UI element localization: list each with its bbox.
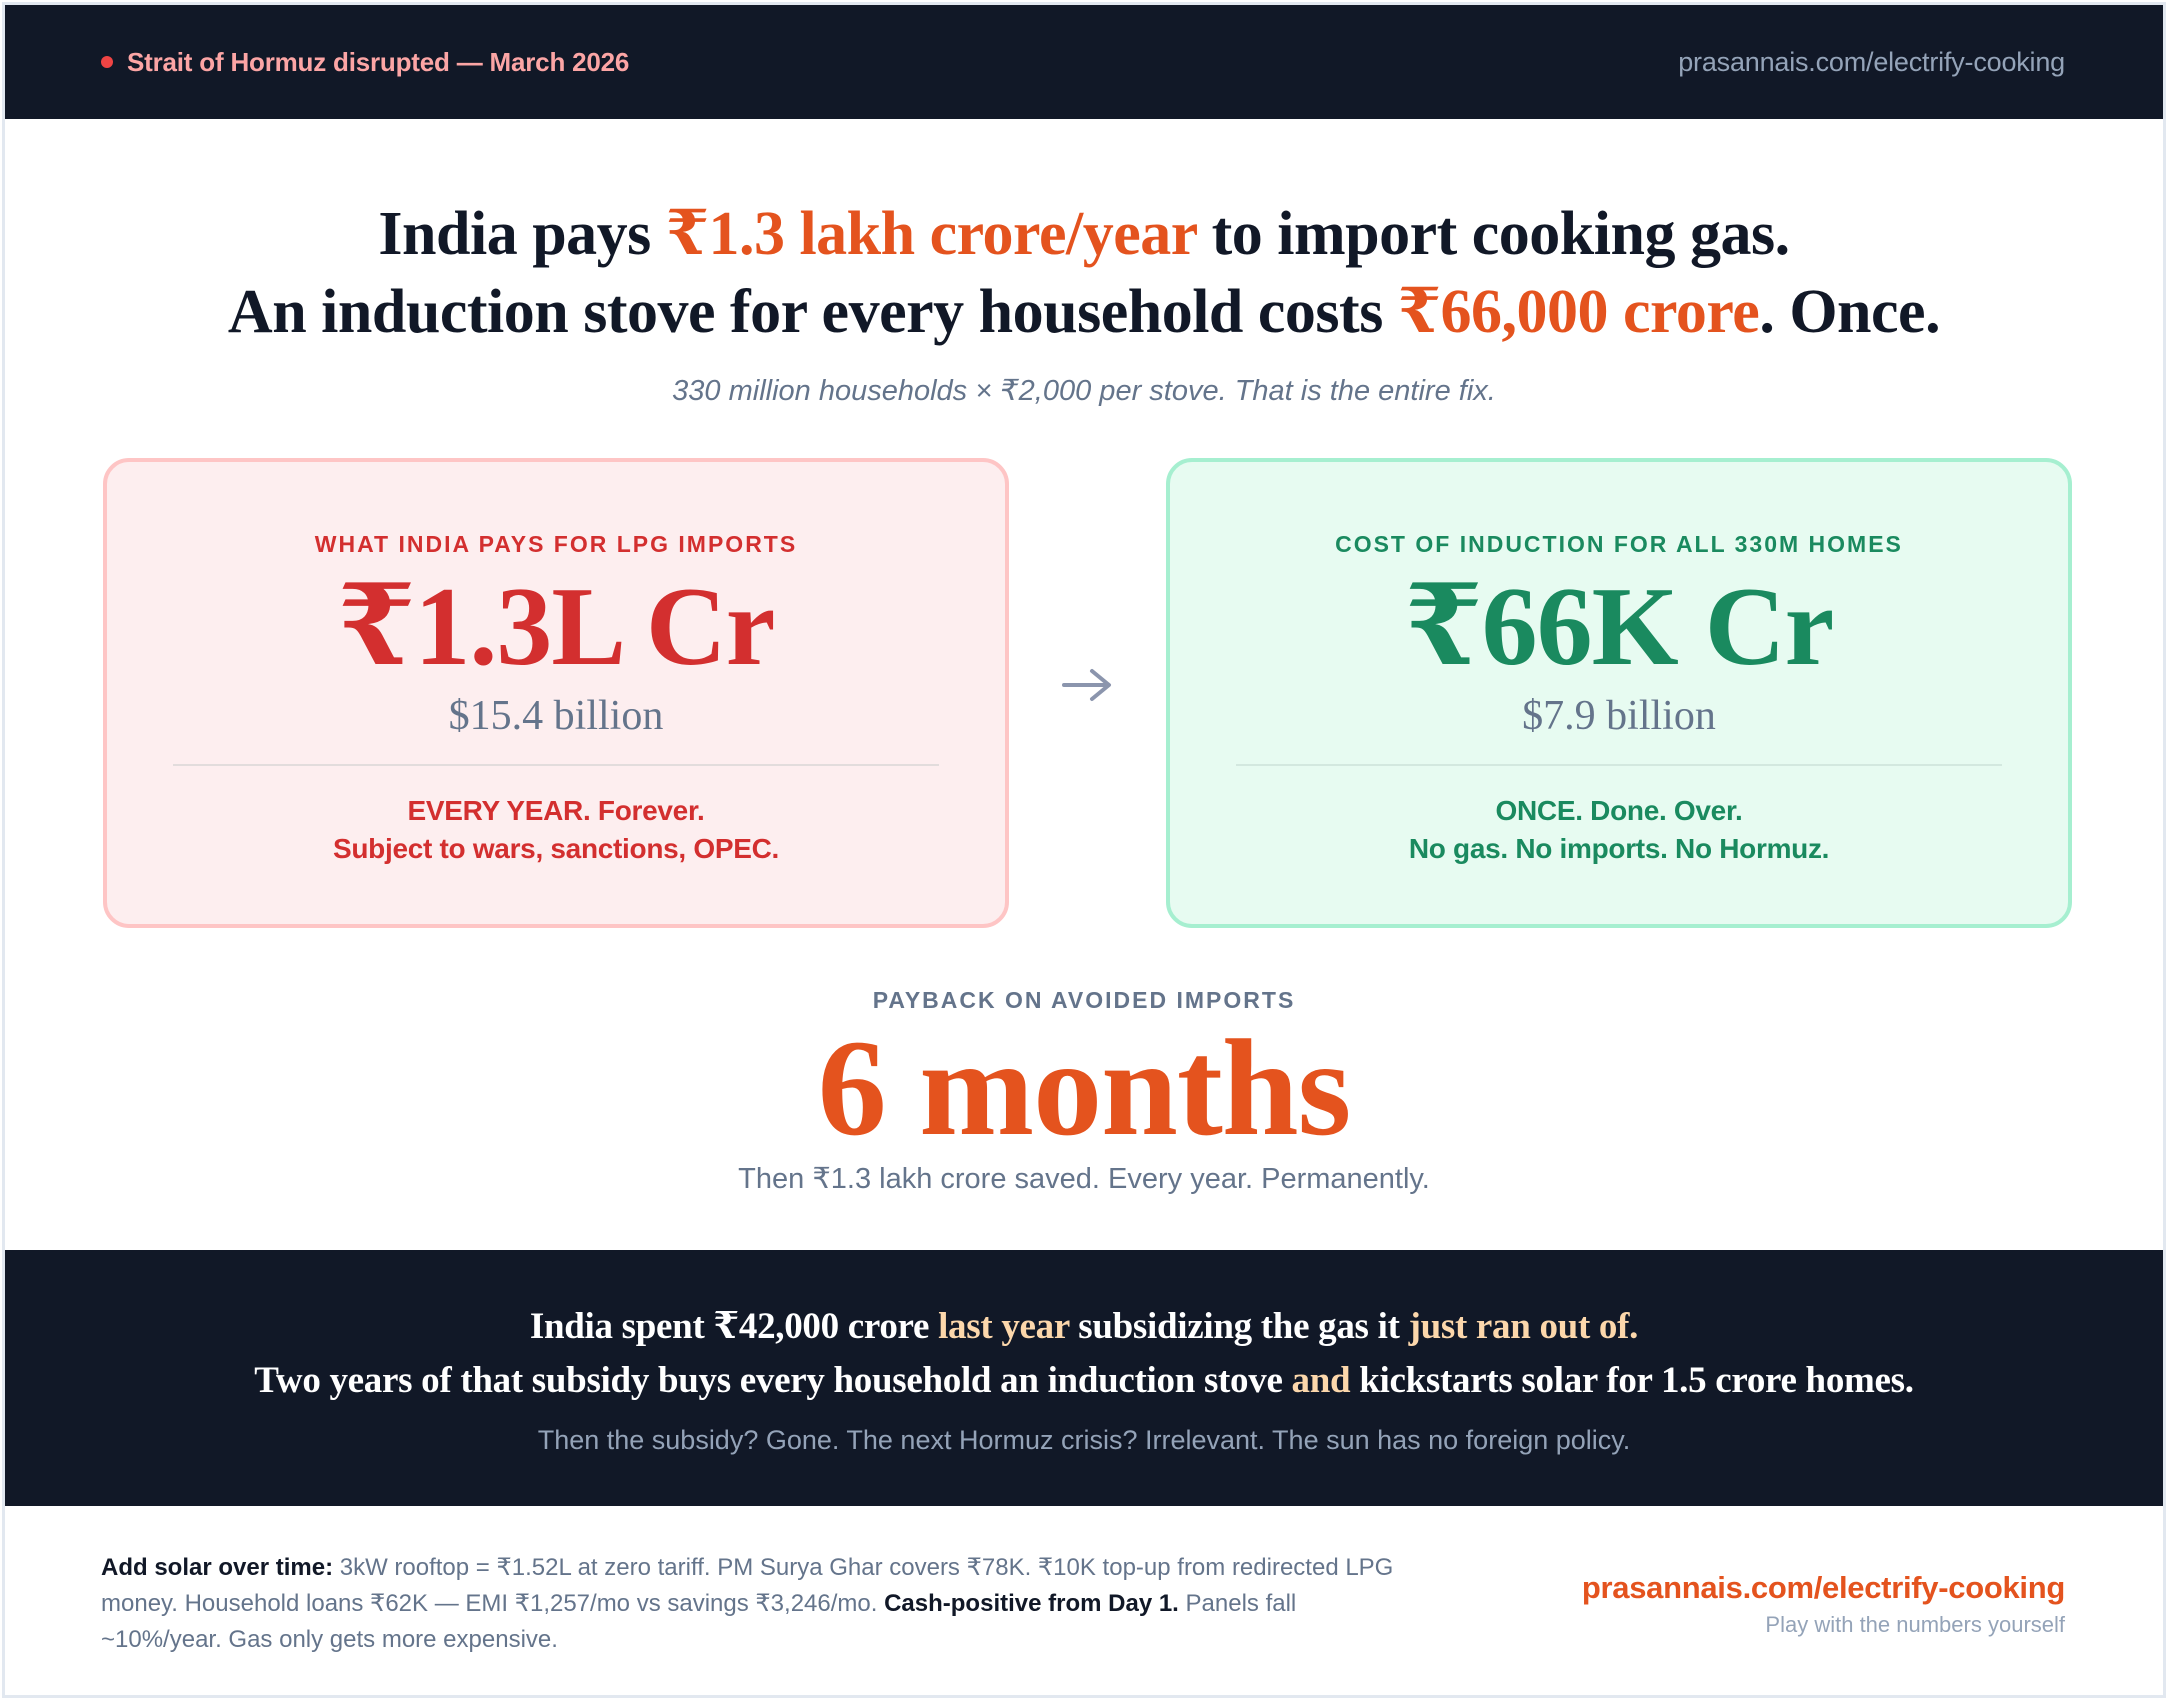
subsidy-band: India spent ₹42,000 crore last year subs… [5,1250,2163,1506]
band-subtext: Then the subsidy? Gone. The next Hormuz … [537,1425,1631,1455]
alert-banner: Strait of Hormuz disrupted — March 2026 [101,47,629,78]
card-usd-value: $15.4 billion [448,693,664,739]
card-value: ₹1.3L Cr [337,565,775,689]
headline-text: India pays [378,200,666,268]
band-text: subsidizing the gas it [1069,1306,1409,1347]
band-text: Two years of that subsidy buys every hou… [254,1360,1292,1401]
footer-url-link[interactable]: prasannais.com/electrify-cooking [1581,1570,2065,1605]
band-highlight: last year [938,1306,1070,1347]
card-usd-value: $7.9 billion [1522,693,1716,739]
card-divider [1236,764,2002,766]
band-line-2: Two years of that subsidy buys every hou… [5,1359,2163,1402]
card-label: WHAT INDIA PAYS FOR LPG IMPORTS [314,531,798,557]
arrow-right-icon [1062,669,1111,701]
band-text: India spent ₹42,000 crore [529,1306,939,1347]
alert-text: Strait of Hormuz disrupted — March 2026 [127,46,630,77]
induction-cost-card: COST OF INDUCTION FOR ALL 330M HOMES ₹66… [1166,458,2072,928]
lpg-import-card: WHAT INDIA PAYS FOR LPG IMPORTS ₹1.3L Cr… [103,458,1009,928]
headline-text: to import cooking gas. [1196,200,1791,268]
card-note-line: ONCE. Done. Over. [1495,795,1743,826]
band-highlight: just ran out of. [1408,1306,1639,1347]
headline-line-1: India pays ₹1.3 lakh crore/year to impor… [5,195,2163,273]
headline: India pays ₹1.3 lakh crore/year to impor… [5,195,2163,351]
payback-label: PAYBACK ON AVOIDED IMPORTS [872,987,1296,1013]
headline-text: . Once. [1759,278,1941,346]
card-note: EVERY YEAR. Forever. Subject to wars, sa… [107,792,1005,868]
footnote-text: 3kW rooftop = ₹1.52L at zero tariff. PM … [101,1554,1394,1617]
headline-line-2: An induction stove for every household c… [5,273,2163,351]
footnote-bold: Cash-positive from Day 1. [884,1590,1179,1617]
solar-footnote: Add solar over time: 3kW rooftop = ₹1.52… [101,1550,1401,1658]
band-highlight: and [1291,1360,1351,1401]
footer-link-caption: Play with the numbers yourself [1765,1612,2065,1637]
card-note-line: EVERY YEAR. Forever. [407,795,705,826]
red-dot-icon [101,56,113,68]
top-url-link[interactable]: prasannais.com/electrify-cooking [1678,46,2065,77]
card-value: ₹66K Cr [1404,565,1835,689]
card-note: ONCE. Done. Over. No gas. No imports. No… [1170,792,2068,868]
subhead: 330 million households × ₹2,000 per stov… [672,375,1496,407]
card-label: COST OF INDUCTION FOR ALL 330M HOMES [1335,531,1903,557]
payback-value: 6 months [817,1011,1352,1164]
top-bar: Strait of Hormuz disrupted — March 2026 … [5,5,2163,119]
card-note-line: No gas. No imports. No Hormuz. [1408,833,1830,864]
card-divider [173,764,939,766]
headline-accent-import-cost: ₹1.3 lakh crore/year [665,200,1197,268]
payback-note: Then ₹1.3 lakh crore saved. Every year. … [738,1163,1430,1195]
band-text: kickstarts solar for 1.5 crore homes. [1350,1360,1914,1401]
headline-accent-induction-cost: ₹66,000 crore [1397,278,1760,346]
card-note-line: Subject to wars, sanctions, OPEC. [333,833,779,864]
footnote-text: Panels fall ~10%/year. Gas only gets mor… [101,1590,1297,1653]
headline-text: An induction stove for every household c… [227,278,1398,346]
band-line-1: India spent ₹42,000 crore last year subs… [5,1303,2163,1348]
footnote-bold: Add solar over time: [101,1554,334,1581]
